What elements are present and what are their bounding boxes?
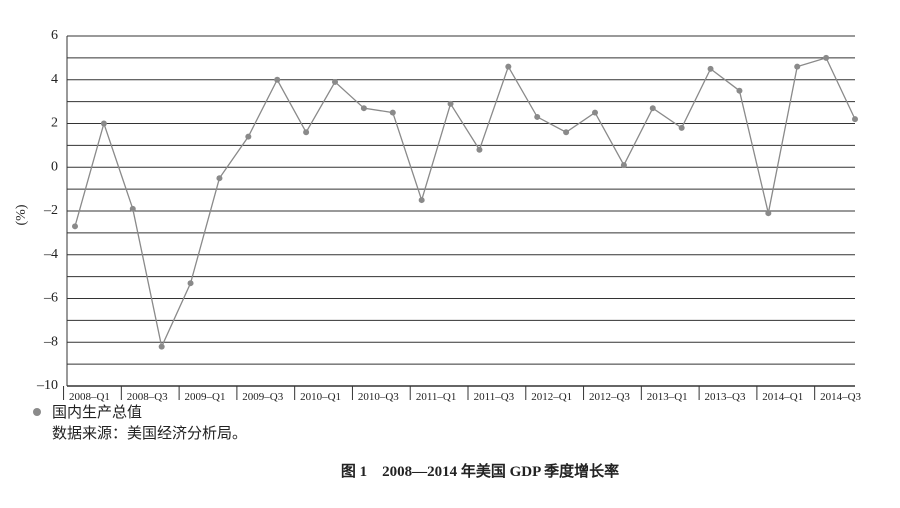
source-note: 数据来源：美国经济分析局。	[52, 425, 247, 442]
data-point	[534, 113, 541, 120]
x-tick-label: 2009–Q1	[185, 391, 226, 403]
x-tick-label: 2011–Q1	[416, 391, 457, 403]
data-point	[823, 54, 830, 61]
x-tick-label: 2008–Q3	[127, 391, 168, 403]
data-point	[765, 210, 772, 217]
x-tick-label: 2009–Q3	[242, 391, 283, 403]
data-point	[72, 223, 78, 230]
data-point	[476, 146, 483, 153]
x-tick-label: 2014–Q3	[820, 391, 861, 403]
x-tick-label: 2012–Q3	[589, 391, 630, 403]
data-point	[418, 197, 425, 204]
data-point	[245, 133, 252, 140]
data-point	[678, 124, 685, 131]
x-tick-label: 2014–Q1	[762, 391, 803, 403]
x-tick-label: 2012–Q1	[531, 391, 572, 403]
data-point	[852, 116, 858, 123]
data-point	[620, 162, 627, 169]
data-point	[563, 129, 570, 136]
y-tick-label: –10	[36, 378, 58, 393]
data-point	[447, 100, 454, 107]
data-point	[592, 109, 598, 116]
y-tick-label: –6	[43, 291, 58, 306]
data-point	[707, 65, 714, 72]
x-tick-label: 2011–Q3	[474, 391, 515, 403]
y-tick-label: –2	[43, 203, 58, 218]
data-point	[505, 63, 512, 70]
y-axis-label: (%)	[14, 204, 29, 225]
y-tick-label: 0	[51, 159, 58, 174]
data-line	[74, 57, 856, 349]
data-point	[736, 87, 743, 94]
x-tick-label: 2010–Q3	[358, 391, 399, 403]
data-point	[332, 78, 338, 85]
data-point	[649, 105, 656, 112]
data-point	[216, 175, 223, 182]
data-point	[187, 280, 194, 287]
legend-marker	[33, 408, 41, 416]
x-tick-label: 2013–Q1	[647, 391, 688, 403]
data-point	[303, 129, 310, 136]
y-tick-label: 4	[51, 72, 58, 87]
y-tick-label: –8	[43, 334, 58, 349]
y-tick-label: –4	[43, 247, 58, 262]
y-tick-label: 2	[51, 116, 58, 131]
y-tick-label: 6	[51, 28, 58, 43]
data-point	[274, 76, 281, 83]
chart-title: 图 1 2008—2014 年美国 GDP 季度增长率	[341, 462, 619, 480]
data-point	[129, 205, 136, 212]
data-point	[794, 63, 801, 70]
data-point	[389, 109, 396, 116]
x-tick-label: 2010–Q1	[300, 391, 341, 403]
data-point	[360, 105, 367, 112]
legend-label: 国内生产总值	[52, 404, 142, 421]
x-tick-label: 2013–Q3	[705, 391, 746, 403]
x-tick-label: 2008–Q1	[69, 391, 110, 403]
data-point	[100, 120, 107, 127]
data-point	[158, 343, 165, 350]
